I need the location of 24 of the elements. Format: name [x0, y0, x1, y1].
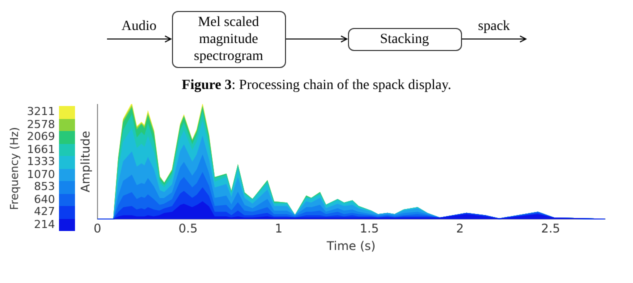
text: Stacking	[348, 28, 462, 50]
x-tick-label: 2	[456, 222, 464, 236]
x-tick-label: 1.5	[360, 222, 379, 236]
text: spack	[477, 18, 511, 34]
legend-label: 2069	[26, 130, 55, 144]
legend-label: 640	[33, 192, 55, 206]
legend-label: 1070	[26, 168, 55, 181]
legend-label: 1333	[26, 155, 55, 168]
x-tick-label: 2.5	[541, 222, 560, 236]
caption: Figure 3: Processing chain of the spack display.	[180, 78, 452, 94]
legend-label: 214	[33, 218, 55, 231]
x-tick-label: 0.5	[178, 222, 198, 236]
legend-title: Frequency (Hz)	[8, 126, 21, 212]
legend-label: 853	[33, 180, 55, 194]
legend-label: 1661	[26, 142, 55, 156]
y-axis-title: Amplitude	[78, 130, 92, 192]
legend-label: 2578	[26, 118, 55, 131]
legend-label: 427	[33, 205, 55, 218]
x-axis-title: Time (s)	[326, 238, 376, 253]
x-tick-label: 1	[274, 222, 283, 236]
text: Audio	[120, 18, 158, 34]
text: Mel scaled magnitude spectrogram	[172, 10, 286, 68]
x-tick-label: 0	[94, 222, 102, 236]
legend-label: 3211	[26, 105, 55, 118]
